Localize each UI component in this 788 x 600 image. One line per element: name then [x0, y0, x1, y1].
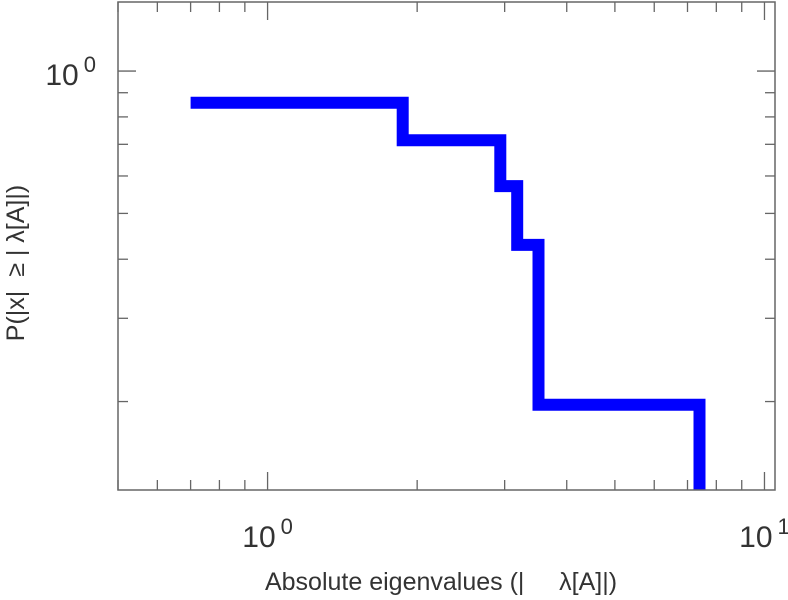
series-layer: [190, 96, 706, 490]
x-tick-label: 10 0: [242, 514, 293, 554]
plot-frame: [117, 1, 776, 491]
series-step-line: [190, 96, 706, 490]
y-axis-label: P(|x| ≥ | λ[A]|): [2, 185, 30, 341]
x-axis-label: Absolute eigenvalues (| λ[A]|): [265, 568, 617, 596]
y-tick-label: 10 0: [45, 52, 96, 92]
axis-ticks: [117, 2, 775, 490]
x-tick-label: 10 1: [739, 514, 788, 554]
